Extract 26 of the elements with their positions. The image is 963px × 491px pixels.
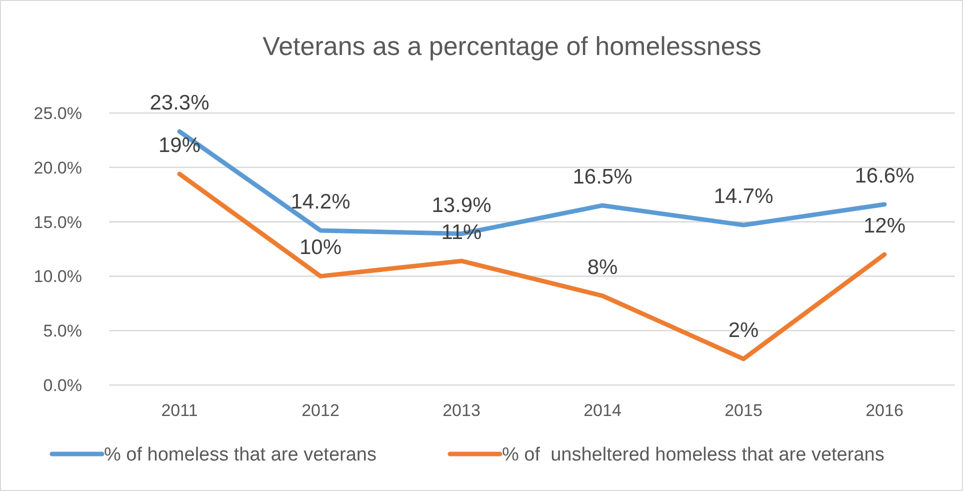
data-label: 16.6% — [854, 164, 914, 188]
legend-label: % of homeless that are veterans — [104, 444, 376, 466]
x-tick-label: 2012 — [302, 401, 340, 420]
data-label: 14.7% — [714, 185, 774, 208]
data-label: 2% — [728, 318, 759, 342]
y-tick-label: 5.0% — [43, 322, 82, 341]
y-tick-label: 25.0% — [34, 104, 82, 123]
chart-title: Veterans as a percentage of homelessness — [262, 31, 762, 61]
data-label: 16.5% — [572, 165, 632, 188]
data-label: 10% — [299, 236, 342, 260]
x-tick-label: 2013 — [442, 401, 480, 420]
x-tick-label: 2015 — [724, 401, 762, 420]
y-tick-label: 15.0% — [34, 212, 82, 232]
data-label: 12% — [863, 214, 906, 238]
y-tick-label: 0.0% — [43, 376, 82, 395]
data-label: 13.9% — [432, 194, 492, 217]
data-label: 8% — [587, 256, 618, 279]
legend-label: % of unsheltered homeless that are veterans — [502, 444, 884, 466]
x-tick-label: 2016 — [866, 401, 904, 420]
data-label: 14.2% — [290, 190, 350, 214]
y-tick-label: 20.0% — [34, 158, 82, 178]
data-label: 23.3% — [150, 91, 210, 114]
x-tick-label: 2014 — [584, 401, 622, 420]
x-tick-label: 2011 — [161, 401, 198, 420]
y-tick-label: 10.0% — [34, 267, 82, 286]
data-label: 19% — [158, 134, 201, 157]
